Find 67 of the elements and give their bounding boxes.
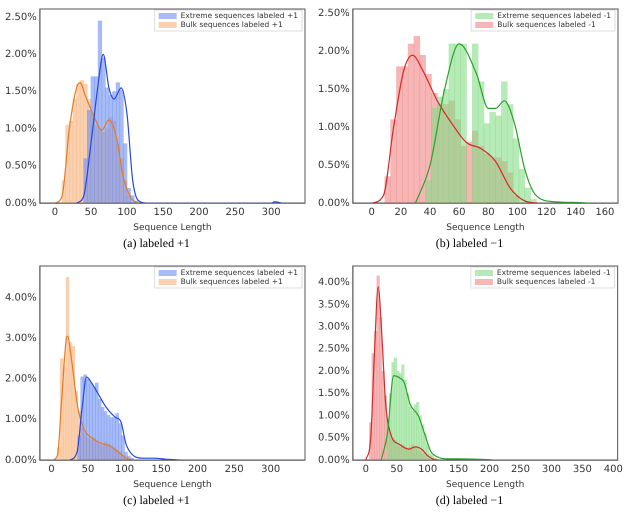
x-tick-label: 50 [390, 464, 404, 475]
text: (a) labeled +1 [122, 236, 191, 251]
x-tick-label: 350 [572, 464, 592, 475]
y-tick-label: 1.50% [4, 86, 37, 98]
y-tick-label: 1.00% [4, 123, 37, 134]
x-tick-label: 150 [153, 206, 173, 218]
y-tick-label: 3.50% [318, 299, 350, 310]
y-tick-label: 2.00% [4, 374, 37, 385]
x-tick-label: 150 [449, 464, 468, 475]
y-tick-label: 1.00% [318, 122, 350, 133]
x-tick-label: 200 [480, 464, 500, 475]
text: (b) labeled −1 [434, 236, 504, 251]
x-tick-label: 160 [595, 206, 614, 218]
y-tick-label: 4.00% [4, 292, 37, 304]
x-tick-label: 0 [362, 464, 369, 475]
x-axis-title: Sequence Length [133, 222, 212, 233]
y-tick-label: 1.00% [318, 410, 350, 422]
y-tick-label: 3.00% [4, 332, 37, 344]
x-tick-label: 0 [48, 464, 55, 475]
x-tick-label: 40 [424, 206, 436, 218]
x-tick-label: 200 [188, 464, 208, 475]
y-tick-label: 2.50% [318, 344, 350, 355]
x-tick-label: 140 [566, 206, 586, 218]
x-tick-label: 250 [510, 464, 530, 475]
y-tick-label: 0.50% [4, 160, 37, 172]
x-tick-label: 0 [52, 206, 58, 218]
x-tick-label: 0 [368, 206, 375, 218]
y-tick-label: 4.00% [318, 277, 350, 288]
line-series [54, 82, 138, 204]
y-tick-label: 2.00% [318, 366, 350, 377]
x-tick-label: 60 [452, 206, 466, 218]
x-tick-label: 400 [604, 464, 623, 475]
x-axis-title: Sequence Length [446, 480, 524, 490]
x-tick-label: 250 [224, 464, 244, 475]
y-tick-label: 0.00% [4, 198, 37, 209]
y-tick-label: 0.50% [318, 160, 350, 171]
x-tick-label: 50 [84, 206, 98, 218]
x-tick-label: 100 [508, 206, 527, 218]
y-tick-label: 2.50% [318, 8, 350, 20]
x-tick-label: 300 [542, 464, 561, 475]
y-tick-label: 0.00% [318, 454, 350, 466]
x-tick-label: 300 [262, 206, 281, 218]
y-tick-label: 3.00% [318, 321, 350, 332]
x-tick-label: 50 [82, 464, 94, 475]
y-tick-label: 0.50% [318, 432, 350, 444]
x-tick-label: 150 [152, 464, 171, 475]
x-tick-label: 100 [117, 206, 137, 218]
y-tick-label: 0.00% [318, 198, 350, 209]
x-tick-label: 250 [226, 206, 245, 218]
y-tick-label: 1.50% [318, 84, 350, 96]
x-tick-label: 20 [394, 206, 408, 218]
x-tick-label: 300 [261, 464, 280, 475]
x-tick-label: 200 [190, 206, 209, 218]
y-tick-label: 1.50% [318, 388, 350, 400]
text: (c) labeled +1 [122, 493, 191, 508]
y-tick-label: 0.00% [4, 454, 37, 466]
y-tick-label: 2.00% [4, 48, 37, 60]
y-tick-label: 2.00% [318, 46, 350, 58]
x-tick-label: 80 [482, 206, 495, 218]
x-tick-label: 100 [114, 464, 134, 475]
y-tick-label: 2.50% [4, 12, 37, 23]
y-tick-label: 1.00% [4, 414, 37, 426]
x-axis-title: Sequence Length [133, 480, 212, 490]
x-tick-label: 120 [537, 206, 556, 218]
x-axis-title: Sequence Length [446, 222, 525, 233]
x-tick-label: 100 [418, 464, 438, 475]
text: (d) labeled −1 [434, 493, 504, 508]
